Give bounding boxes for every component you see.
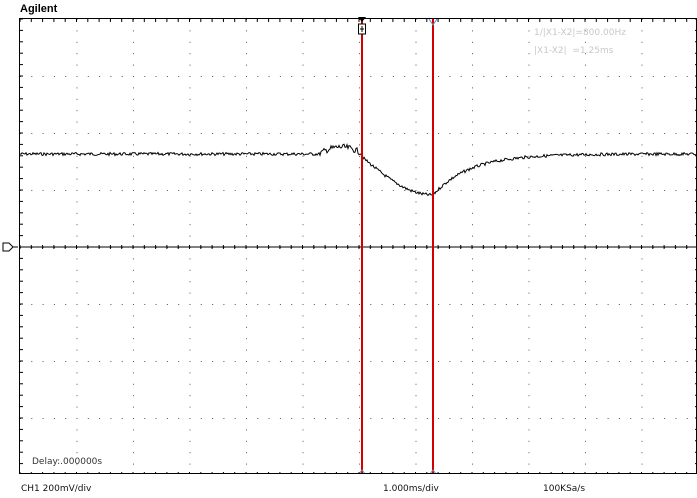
- delay-readout: Delay:.000000s: [32, 457, 103, 467]
- graticule-grid: [20, 19, 696, 473]
- cursor-x2-top-marker: [428, 19, 438, 26]
- waveform-display: 1/|X1-X2|=800.00Hz |X1-X2| =1.25ms Delay…: [19, 18, 697, 474]
- cursor-frequency-readout: 1/|X1-X2|=800.00Hz: [534, 28, 626, 38]
- channel1-trace: [20, 142, 696, 197]
- cursor-delta-readout: |X1-X2| =1.25ms: [534, 46, 614, 56]
- ground-reference-icon[interactable]: [2, 242, 18, 252]
- trigger-position-icon[interactable]: [356, 17, 368, 37]
- brand-logo: Agilent: [20, 3, 58, 15]
- channel-scale-label: CH1 200mV/div: [21, 484, 92, 494]
- waveform-canvas: [20, 19, 696, 473]
- cursor-x1-bottom-marker: [358, 469, 366, 473]
- timebase-label: 1.000ms/div: [383, 484, 439, 494]
- cursor-x2-bottom-marker: [429, 469, 437, 473]
- sample-rate-label: 100KSa/s: [543, 484, 586, 494]
